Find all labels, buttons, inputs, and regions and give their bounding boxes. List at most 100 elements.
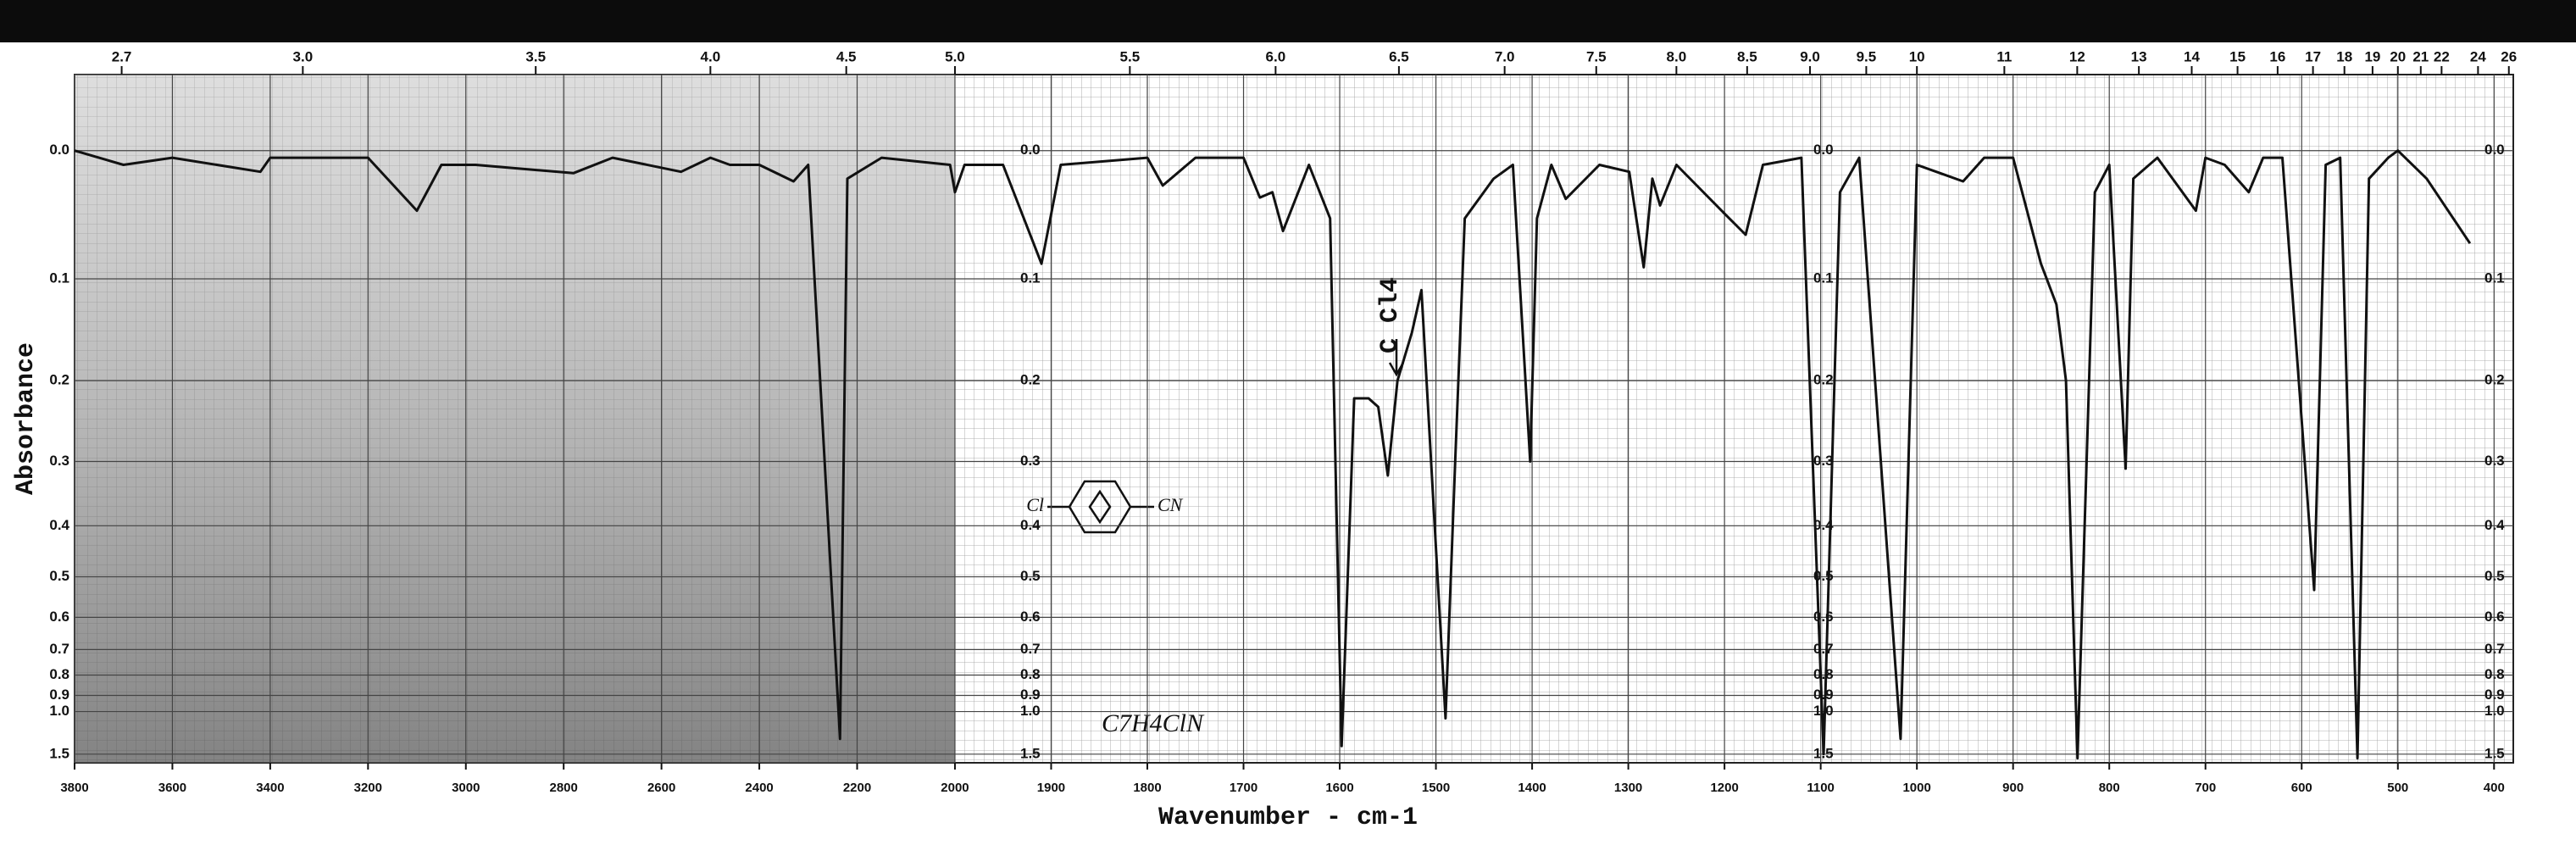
y-tick-label: 0.4 — [2484, 517, 2505, 533]
y-tick-label: 0.0 — [1813, 142, 1834, 158]
y-tick-label: 1.5 — [49, 745, 69, 761]
y-tick-label: 1.5 — [1020, 745, 1041, 761]
y-tick-label: 1.0 — [1813, 703, 1834, 719]
y-tick-label: 1.0 — [49, 703, 69, 719]
y-tick-label: 0.6 — [49, 609, 69, 625]
x2-tick-label: 6.5 — [1389, 48, 1409, 64]
y-tick-label: 0.3 — [1020, 453, 1041, 469]
x-tick-label: 400 — [2484, 781, 2505, 795]
benzene-ring — [1047, 480, 1154, 534]
x-tick-label: 2600 — [647, 781, 675, 795]
x-tick-label: 3800 — [60, 781, 88, 795]
y-tick-label: 0.6 — [1020, 609, 1041, 625]
x-tick-label: 1300 — [1614, 781, 1642, 795]
x2-tick-label: 7.5 — [1586, 48, 1607, 64]
y-tick-label: 0.8 — [1020, 666, 1041, 682]
x2-tick-label: 11 — [1996, 48, 2012, 64]
structure-cn: CN — [1158, 494, 1184, 515]
x2-tick-label: 22 — [2434, 48, 2450, 64]
x2-tick-label: 20 — [2390, 48, 2406, 64]
x2-tick-label: 9.5 — [1857, 48, 1877, 64]
y-tick-label: 0.8 — [49, 666, 69, 682]
x-tick-label: 2200 — [843, 781, 871, 795]
x-tick-label: 700 — [2195, 781, 2216, 795]
x2-tick-label: 17 — [2305, 48, 2321, 64]
y-tick-label: 0.1 — [1020, 270, 1041, 286]
y-tick-label: 0.3 — [49, 453, 69, 469]
x-tick-label: 1600 — [1325, 781, 1353, 795]
x2-tick-label: 8.0 — [1667, 48, 1687, 64]
x2-tick-label: 24 — [2470, 48, 2486, 64]
x-tick-label: 1800 — [1133, 781, 1161, 795]
y-tick-label: 0.2 — [49, 372, 69, 388]
x-tick-label: 1400 — [1518, 781, 1546, 795]
x2-tick-label: 15 — [2229, 48, 2246, 64]
x2-tick-label: 26 — [2501, 48, 2517, 64]
y-tick-label: 0.4 — [1020, 517, 1041, 533]
x2-tick-label: 5.0 — [945, 48, 965, 64]
x2-tick-label: 14 — [2184, 48, 2200, 64]
y-tick-label: 0.0 — [1020, 142, 1041, 158]
y-tick-label: 0.9 — [49, 687, 69, 703]
y-tick-label: 1.0 — [1020, 703, 1041, 719]
x2-tick-label: 12 — [2069, 48, 2085, 64]
y-tick-label: 0.5 — [1020, 568, 1041, 584]
x-tick-label: 1900 — [1037, 781, 1065, 795]
x2-tick-label: 3.5 — [525, 48, 546, 64]
y-tick-label: 0.6 — [1813, 609, 1834, 625]
x2-tick-label: 5.5 — [1120, 48, 1141, 64]
x2-tick-label: 21 — [2412, 48, 2429, 64]
spectrum-line — [74, 149, 2472, 760]
x-tick-label: 2000 — [941, 781, 969, 795]
x-tick-label: 900 — [2002, 781, 2024, 795]
y-tick-label: 0.8 — [1813, 666, 1834, 682]
x2-tick-label: 2.7 — [112, 48, 132, 64]
solvent-annotation: C Cl4 — [1376, 277, 1405, 353]
scan-shading — [75, 75, 955, 763]
y-tick-label: 0.7 — [49, 641, 69, 657]
y-tick-label: 0.5 — [49, 568, 69, 584]
x2-tick-label: 4.0 — [701, 48, 721, 64]
y-axis-title: Absorbance — [12, 342, 41, 495]
structure-cl: Cl — [1026, 494, 1044, 515]
x2-tick-label: 6.0 — [1266, 48, 1286, 64]
x-tick-label: 800 — [2099, 781, 2120, 795]
y-tick-label: 0.4 — [1813, 517, 1834, 533]
x2-tick-label: 13 — [2131, 48, 2147, 64]
y-tick-label: 0.7 — [1813, 641, 1834, 657]
scan-top-band — [0, 0, 2576, 42]
x-tick-label: 2400 — [745, 781, 773, 795]
x-tick-label: 1500 — [1422, 781, 1450, 795]
y-tick-label: 0.1 — [1813, 270, 1834, 286]
x-tick-label: 3600 — [158, 781, 186, 795]
x2-tick-label: 8.5 — [1737, 48, 1757, 64]
x-tick-label: 600 — [2291, 781, 2312, 795]
x2-tick-label: 10 — [1909, 48, 1925, 64]
x-tick-label: 2800 — [550, 781, 578, 795]
x-tick-label: 3200 — [354, 781, 382, 795]
x2-tick-label: 7.0 — [1495, 48, 1515, 64]
x-tick-label: 1200 — [1710, 781, 1738, 795]
x-tick-label: 3000 — [452, 781, 480, 795]
y-tick-label: 0.3 — [1813, 453, 1834, 469]
y-tick-label: 0.9 — [1813, 687, 1834, 703]
x2-tick-label: 19 — [2364, 48, 2380, 64]
y-tick-label: 0.1 — [49, 270, 69, 286]
x-tick-label: 500 — [2387, 781, 2408, 795]
formula: C7H4ClN — [1102, 709, 1205, 737]
x2-tick-label: 4.5 — [836, 48, 857, 64]
x-tick-label: 1000 — [1902, 781, 1930, 795]
y-tick-label: 0.0 — [49, 142, 69, 158]
y-tick-label: 0.2 — [1813, 372, 1834, 388]
x-tick-label: 1700 — [1230, 781, 1257, 795]
x2-tick-label: 18 — [2336, 48, 2352, 64]
x2-tick-label: 3.0 — [293, 48, 314, 64]
y-tick-label: 0.4 — [49, 517, 69, 533]
x-tick-label: 3400 — [256, 781, 284, 795]
x2-tick-label: 9.0 — [1800, 48, 1820, 64]
y-tick-label: 0.9 — [1020, 687, 1041, 703]
x-tick-label: 1100 — [1807, 781, 1835, 795]
x-axis-title: Wavenumber - cm-1 — [1158, 803, 1418, 832]
